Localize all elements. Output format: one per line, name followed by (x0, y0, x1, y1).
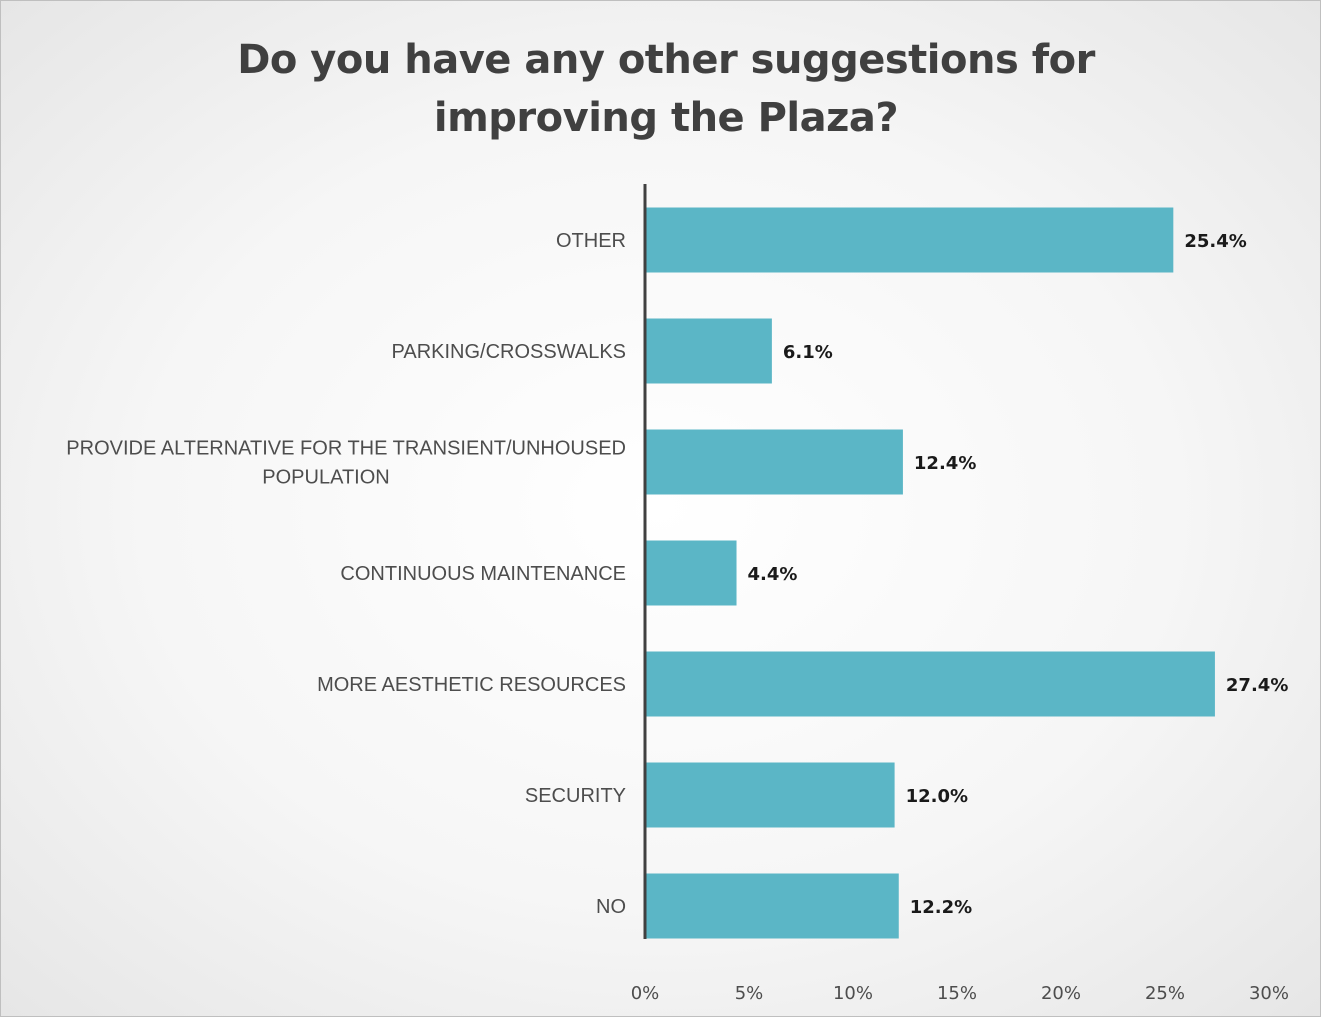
category-label: SECURITY (525, 785, 626, 807)
x-tick-label: 20% (1041, 983, 1081, 1004)
category-label: MORE AESTHETIC RESOURCES (317, 674, 626, 696)
bar (645, 873, 899, 939)
x-tick-label: 30% (1249, 983, 1289, 1004)
category-label: PARKING/CROSSWALKS (392, 341, 627, 363)
data-label: 25.4% (1184, 231, 1246, 252)
data-label: 12.0% (906, 786, 968, 807)
data-label: 12.4% (914, 453, 976, 474)
bar (645, 318, 772, 384)
x-tick-label: 0% (631, 983, 660, 1004)
category-label: NO (596, 896, 626, 918)
bar (645, 429, 903, 495)
bar (645, 207, 1174, 273)
bar (645, 651, 1215, 717)
bar (645, 540, 737, 606)
data-label: 12.2% (910, 897, 972, 918)
data-label: 6.1% (783, 342, 833, 363)
chart-title: Do you have any other suggestions for im… (237, 37, 1095, 141)
category-label: CONTINUOUS MAINTENANCE (340, 563, 626, 585)
data-label: 4.4% (748, 564, 798, 585)
category-label: PROVIDE ALTERNATIVE FOR THE TRANSIENT/UN… (66, 438, 626, 489)
x-tick-label: 5% (735, 983, 764, 1004)
data-label: 27.4% (1226, 675, 1288, 696)
x-tick-label: 15% (937, 983, 977, 1004)
category-label: OTHER (556, 230, 626, 252)
bar (645, 762, 895, 828)
x-tick-label: 25% (1145, 983, 1185, 1004)
x-tick-label: 10% (833, 983, 873, 1004)
